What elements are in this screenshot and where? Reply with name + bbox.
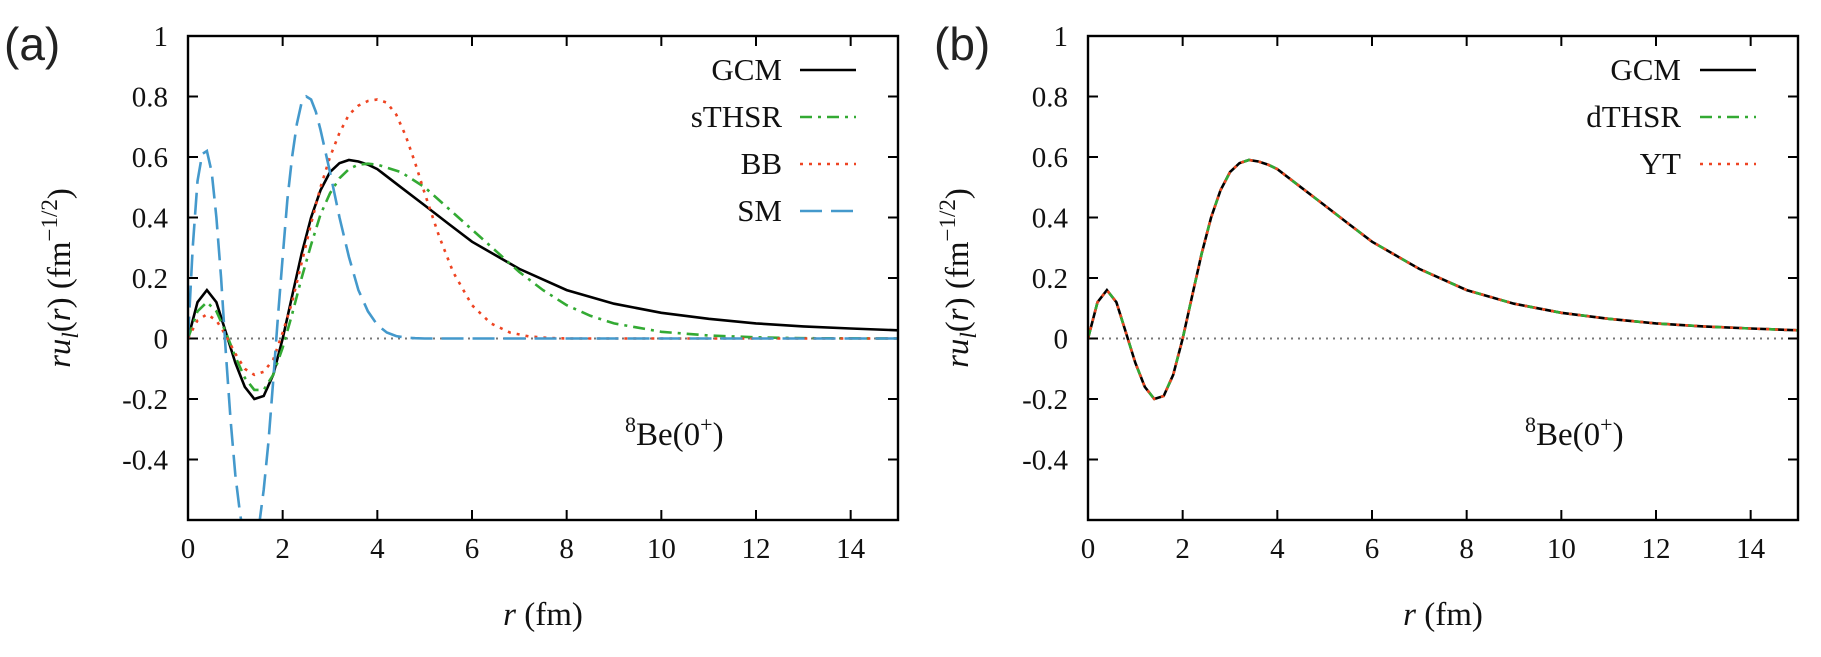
y-tick-label: 0.2 [1032,263,1068,295]
panel-b: (b) 0 2 4 6 8 10 12 14 -0.4 -0.2 0 0.2 0.4 0.6 0.8 1 GCM d… [934,18,1800,633]
y-tick-label: 1 [1054,21,1069,53]
x-tick-label: 12 [742,533,771,565]
y-tick-label: -0.2 [122,384,168,416]
y-tick-label: 0.6 [132,142,168,174]
y-tick-label: 0 [154,324,169,356]
x-tick-label: 2 [1175,533,1190,565]
panel-label: (b) [934,18,990,70]
legend-label: sTHSR [691,99,783,134]
x-tick-label: 0 [181,533,196,565]
y-tick-label: 0.8 [1032,82,1068,114]
legend-label: BB [741,146,782,181]
x-tick-label: 14 [836,533,866,565]
series-line-gcm [188,158,898,401]
x-tick-label: 14 [1736,533,1766,565]
y-tick-label: -0.4 [1022,445,1068,477]
y-tick-label: 0 [1054,324,1069,356]
legend: GCM dTHSR YT [1586,52,1756,181]
x-tick-label: 10 [1547,533,1576,565]
x-axis-label: r (fm) [503,597,583,633]
legend-label: GCM [1610,52,1681,87]
y-tick-label: 0.6 [1032,142,1068,174]
panel-label: (a) [4,18,60,70]
annotation: 8Be(0+) [625,412,724,453]
x-tick-label: 8 [1459,533,1474,565]
series-line-yt [1088,158,1798,401]
x-tick-label: 6 [1365,533,1380,565]
x-tick-label: 0 [1081,533,1096,565]
legend: GCM sTHSR BB SM [691,52,856,228]
x-tick-label: 6 [465,533,480,565]
x-tick-label: 4 [1270,533,1285,565]
y-tick-label: 0.4 [132,203,169,235]
plot-frame [186,34,900,522]
x-tick-label: 10 [647,533,676,565]
panel-a: (a) 0 2 4 6 8 10 12 14 -0.4 -0.2 0 0.2 0.4 0.6 0.8 1 GCM s… [4,18,900,633]
y-axis-label: rul(r) (fm−1/2) [37,188,83,368]
x-tick-label: 2 [275,533,290,565]
legend-label: GCM [711,52,782,87]
x-axis-label: r (fm) [1403,597,1483,633]
y-tick-label: 1 [154,21,169,53]
y-tick-label: 0.2 [132,263,168,295]
annotation: 8Be(0+) [1525,412,1624,453]
series-line-sm [188,94,898,520]
legend-label: SM [737,193,782,228]
y-tick-label: -0.4 [122,445,168,477]
x-tick-label: 12 [1642,533,1671,565]
series-line-sthsr [188,162,898,392]
y-tick-label: -0.2 [1022,384,1068,416]
x-tick-label: 8 [559,533,574,565]
plot-frame [1086,34,1800,522]
x-tick-label: 4 [370,533,385,565]
y-axis-label: rul(r) (fm−1/2) [935,188,981,368]
legend-label: dTHSR [1586,99,1681,134]
legend-label: YT [1640,146,1681,181]
y-tick-label: 0.8 [132,82,168,114]
y-tick-label: 0.4 [1032,203,1069,235]
